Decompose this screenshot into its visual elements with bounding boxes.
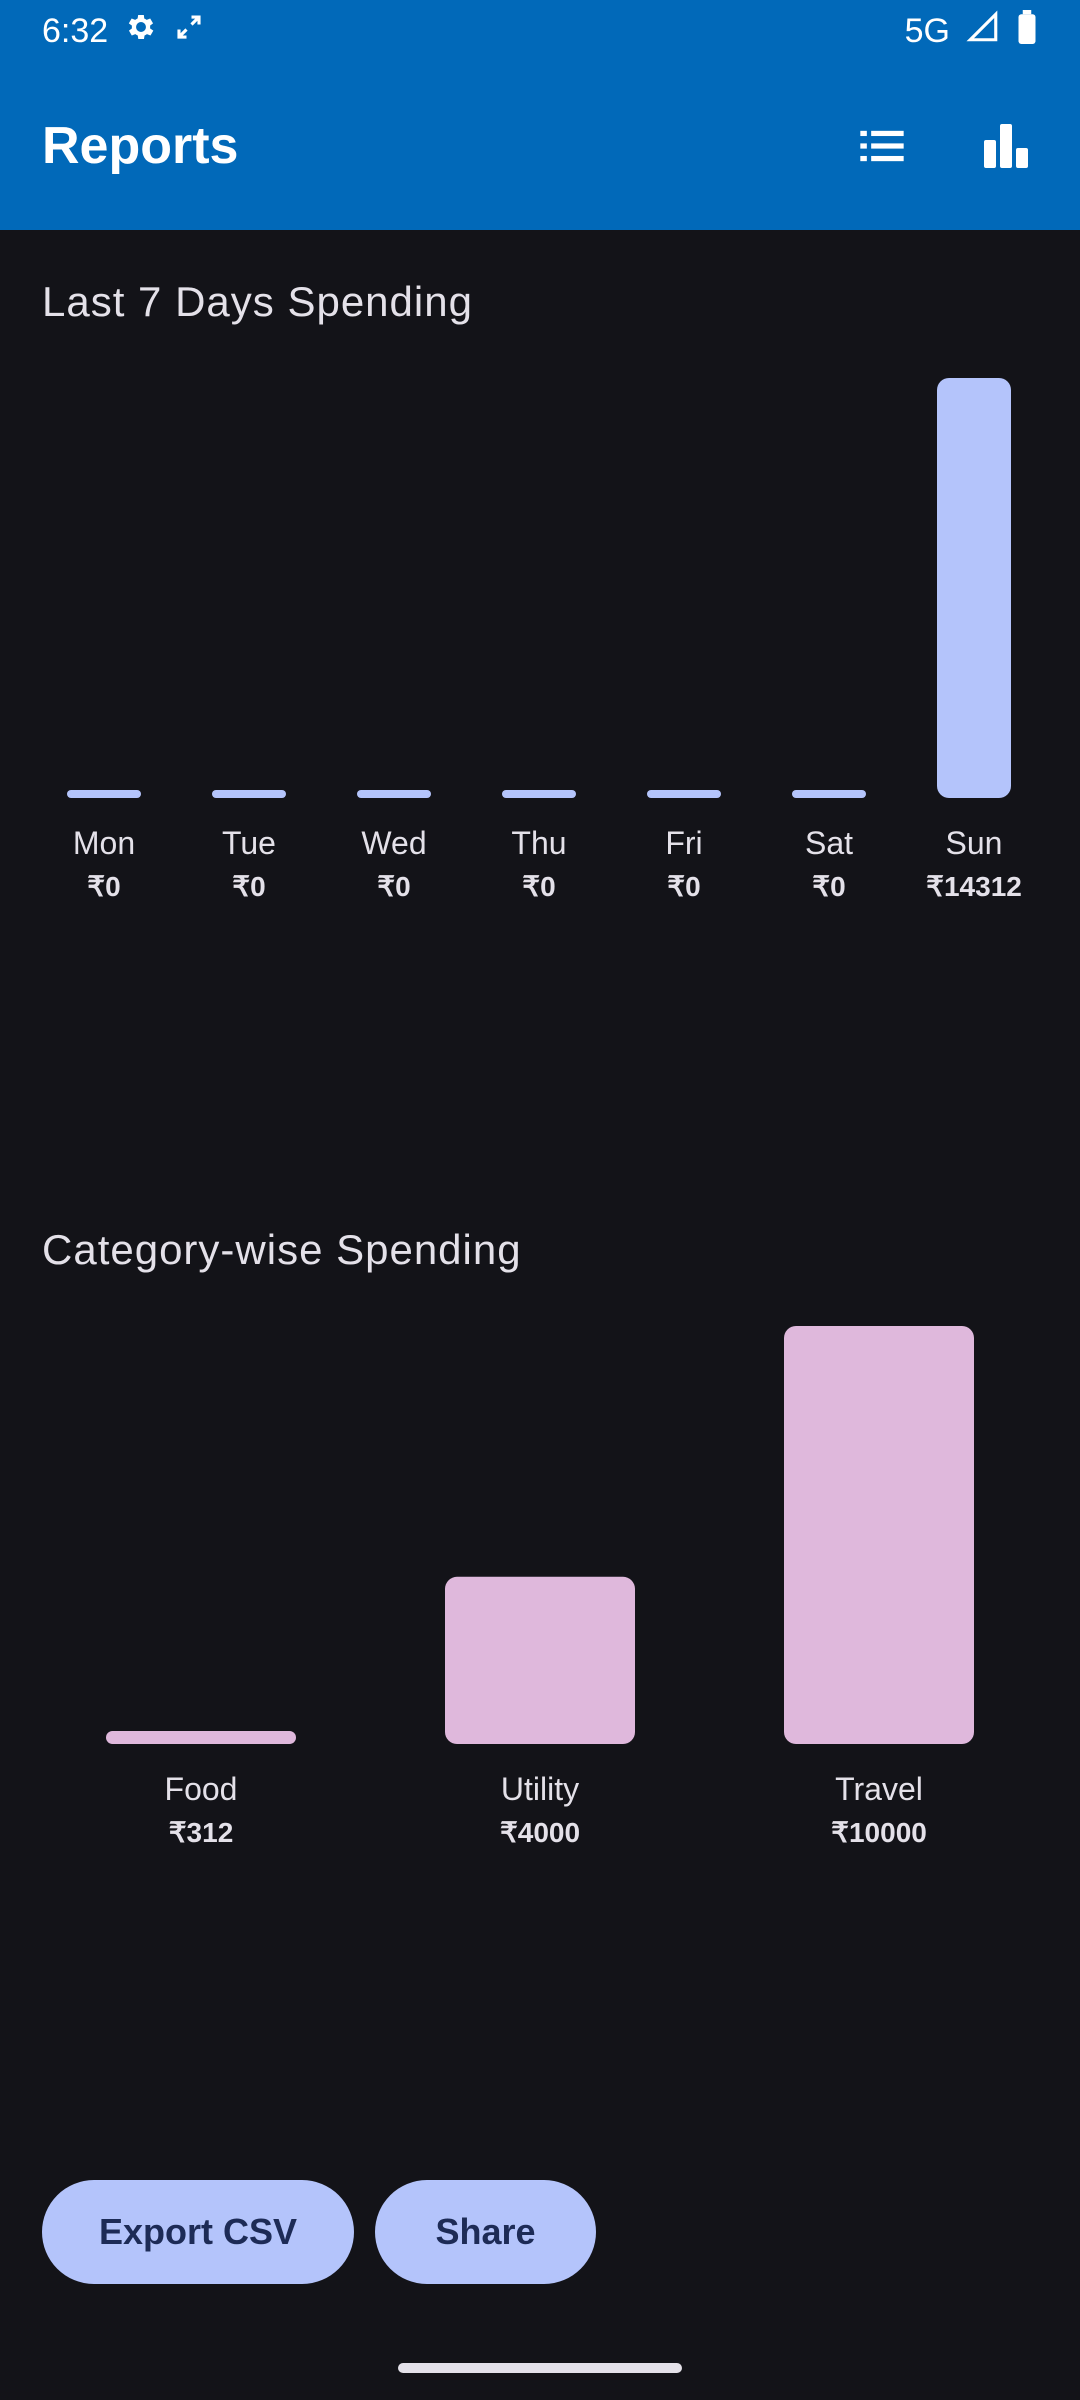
page-title: Reports — [42, 117, 239, 175]
weekly-chart-title: Last 7 Days Spending — [42, 278, 473, 325]
bar-label-travel: Travel — [835, 1771, 923, 1807]
bar-sat — [792, 790, 866, 798]
bar-fri — [647, 790, 721, 798]
app-bar: Reports — [0, 62, 1080, 230]
bar-label-mon: Mon — [73, 825, 135, 861]
bar-label-food: Food — [165, 1771, 238, 1807]
bar-value-tue: ₹0 — [232, 871, 265, 902]
bar-label-wed: Wed — [361, 825, 426, 861]
bar-label-tue: Tue — [222, 825, 276, 861]
bar-mon — [67, 790, 141, 798]
bar-food — [106, 1730, 296, 1744]
settings-icon — [124, 10, 158, 53]
signal-icon — [966, 9, 1000, 53]
bar-thu — [502, 790, 576, 798]
bar-tue — [212, 790, 286, 798]
bar-value-travel: ₹10000 — [831, 1817, 927, 1848]
bar-value-wed: ₹0 — [377, 871, 410, 902]
share-button[interactable]: Share — [375, 2180, 596, 2284]
expand-arrows-icon — [174, 12, 204, 51]
bar-value-thu: ₹0 — [522, 871, 555, 902]
battery-icon — [1016, 9, 1038, 53]
bar-value-utility: ₹4000 — [500, 1817, 580, 1848]
status-bar: 6:32 5G — [0, 0, 1080, 62]
bar-sun — [937, 378, 1011, 798]
network-type: 5G — [904, 11, 950, 50]
bar-label-sun: Sun — [946, 825, 1003, 861]
bar-wed — [357, 790, 431, 798]
bar-label-fri: Fri — [665, 825, 702, 861]
bar-travel — [784, 1326, 974, 1744]
bar-chart-icon — [984, 124, 1028, 168]
bar-value-food: ₹312 — [169, 1817, 234, 1848]
status-time: 6:32 — [42, 11, 109, 50]
list-view-button[interactable] — [850, 114, 914, 178]
bar-utility — [445, 1576, 635, 1744]
chart-view-button[interactable] — [974, 114, 1038, 178]
bar-value-mon: ₹0 — [87, 871, 120, 902]
bar-value-sat: ₹0 — [812, 871, 845, 902]
bar-label-thu: Thu — [511, 825, 566, 861]
bar-value-fri: ₹0 — [667, 871, 700, 902]
weekly-bar-chart: Mon ₹0 Tue ₹0 Wed ₹0 Thu ₹0 Fri ₹0 Sat ₹0 Sun ₹14312 — [67, 378, 1022, 902]
home-indicator[interactable] — [398, 2363, 682, 2373]
category-chart-title: Category-wise Spending — [42, 1226, 522, 1273]
bar-label-sat: Sat — [805, 825, 853, 861]
bar-value-sun: ₹14312 — [926, 871, 1022, 902]
bar-label-utility: Utility — [501, 1771, 579, 1807]
list-icon — [860, 130, 904, 162]
category-bar-chart: Food ₹312 Utility ₹4000 Travel ₹10000 — [106, 1326, 974, 1848]
export-csv-button[interactable]: Export CSV — [42, 2180, 354, 2284]
